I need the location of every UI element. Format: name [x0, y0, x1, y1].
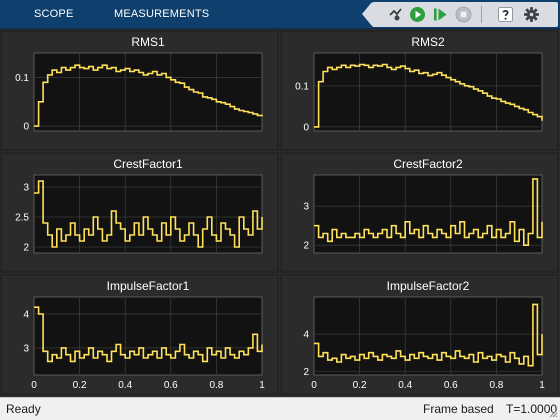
y-tick-label: 0.1	[295, 81, 309, 92]
settings-button[interactable]	[522, 5, 541, 24]
series-line	[34, 180, 263, 248]
signal-select-button[interactable]	[386, 5, 405, 24]
display-title: ImpulseFactor2	[387, 279, 470, 293]
x-tick-label: 0.6	[444, 380, 458, 391]
series-line	[314, 303, 543, 367]
x-tick-label: 1	[259, 380, 265, 391]
tab-scope[interactable]: SCOPE	[34, 8, 74, 20]
x-tick-label: 0	[311, 380, 317, 391]
resize-grip-icon[interactable]	[548, 408, 558, 418]
series-line	[314, 178, 543, 246]
display-crestfactor2[interactable]: CrestFactor2 2 3	[280, 152, 559, 273]
stop-button[interactable]	[454, 5, 473, 24]
y-tick-label: 2.5	[15, 213, 29, 224]
y-tick-label: 4	[303, 330, 309, 341]
step-forward-button[interactable]	[431, 5, 450, 24]
status-ready: Ready	[6, 402, 41, 416]
x-tick-label: 0	[31, 380, 37, 391]
series-line	[34, 64, 263, 127]
series-line	[314, 63, 543, 128]
x-tick-label: 0.2	[73, 380, 87, 391]
help-button[interactable]	[496, 5, 515, 24]
x-tick-label: 0.4	[398, 380, 412, 391]
x-tick-label: 0.2	[353, 380, 367, 391]
x-tick-label: 0.8	[489, 380, 503, 391]
status-bar: Ready Frame based T=1.0000	[0, 397, 560, 420]
status-time: T=1.0000	[506, 402, 558, 416]
display-impulsefactor2[interactable]: ImpulseFactor2 2 4 0 0.2 0.4 0.6 0.8 1	[280, 274, 559, 395]
display-title: ImpulseFactor1	[107, 279, 190, 293]
x-tick-label: 0.4	[118, 380, 132, 391]
x-tick-label: 1	[539, 380, 545, 391]
display-impulsefactor1[interactable]: ImpulseFactor1 3 4 0 0.2 0.4 0.6 0.8 1	[0, 274, 279, 395]
tab-measurements[interactable]: MEASUREMENTS	[114, 8, 210, 20]
y-tick-label: 3	[23, 183, 29, 194]
y-tick-label: 2	[303, 241, 309, 252]
y-tick-label: 3	[303, 202, 309, 213]
y-tick-label: 0	[23, 122, 29, 133]
display-title: RMS2	[411, 35, 445, 49]
status-mode: Frame based	[423, 402, 494, 416]
settings-icon	[524, 7, 539, 22]
run-button[interactable]	[408, 5, 427, 24]
y-tick-label: 4	[23, 309, 29, 320]
display-title: CrestFactor1	[113, 157, 183, 171]
help-icon	[498, 7, 513, 22]
x-tick-label: 0.8	[209, 380, 223, 391]
quick-access-toolbar	[362, 2, 558, 27]
step-forward-icon	[434, 8, 447, 21]
x-tick-label: 0.6	[164, 380, 178, 391]
scope-displays: RMS100.1RMS200.1CrestFactor122.53CrestFa…	[0, 30, 559, 395]
display-title: CrestFactor2	[393, 157, 463, 171]
stop-icon	[455, 6, 472, 23]
y-tick-label: 0.1	[15, 73, 29, 84]
y-tick-label: 3	[23, 343, 29, 354]
display-rms1[interactable]: RMS1 0 0.1	[0, 30, 279, 151]
y-tick-label: 0	[303, 122, 309, 133]
series-line	[34, 306, 263, 363]
run-icon	[410, 7, 425, 22]
y-tick-label: 2	[303, 367, 309, 378]
y-tick-label: 2	[23, 243, 29, 254]
signal-select-icon	[389, 8, 402, 21]
display-title: RMS1	[131, 35, 165, 49]
toolstrip: SCOPE MEASUREMENTS	[0, 0, 560, 29]
scope-plot-area: RMS1 0 0.1 RMS2 0 0.1 CrestFactor1 2 2.5 3 CrestFa…	[0, 30, 560, 396]
display-rms2[interactable]: RMS2 0 0.1	[280, 30, 559, 151]
display-crestfactor1[interactable]: CrestFactor1 2 2.5 3	[0, 152, 279, 273]
